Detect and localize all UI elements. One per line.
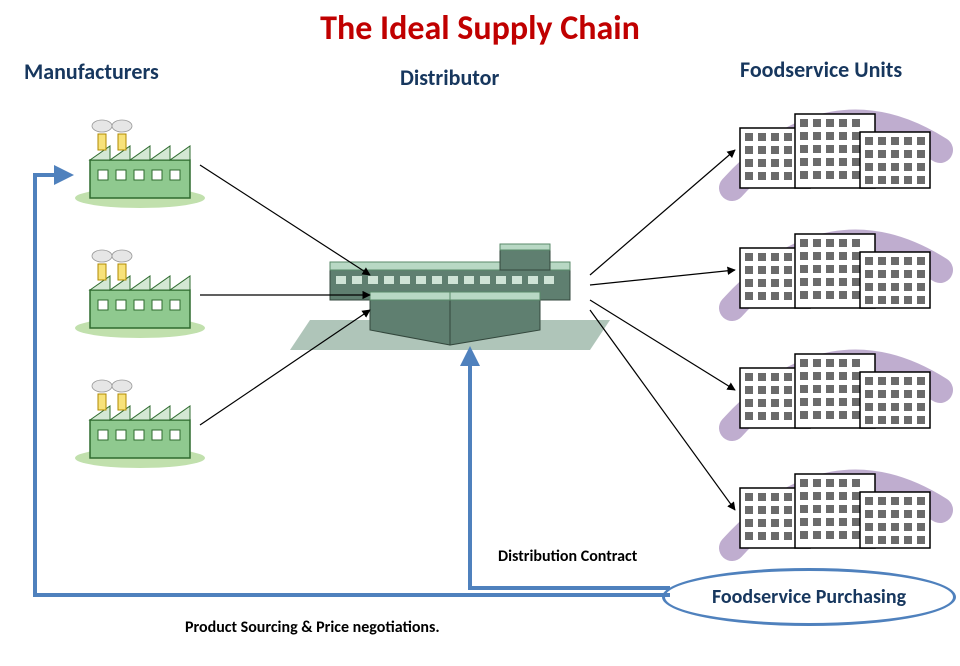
distribution-contract-caption: Distribution Contract (498, 547, 637, 566)
foodservice-purchasing-label: Foodservice Purchasing (712, 585, 906, 609)
column-label-distributor: Distributor (400, 64, 499, 91)
page-title: The Ideal Supply Chain (0, 8, 960, 49)
office-icon (732, 114, 940, 188)
office-icon (732, 474, 940, 548)
factory-icon (75, 120, 205, 208)
factory-icon (75, 250, 205, 338)
diagram-canvas (0, 0, 960, 666)
column-label-manufacturers: Manufacturers (24, 58, 159, 85)
column-label-foodservice: Foodservice Units (740, 56, 902, 83)
foodservice-purchasing-oval: Foodservice Purchasing (662, 568, 956, 626)
office-icon (732, 234, 940, 308)
distribution-center-icon (290, 244, 610, 350)
office-icon (732, 354, 940, 428)
product-sourcing-caption: Product Sourcing & Price negotiations. (185, 618, 440, 637)
factory-icon (75, 380, 205, 468)
